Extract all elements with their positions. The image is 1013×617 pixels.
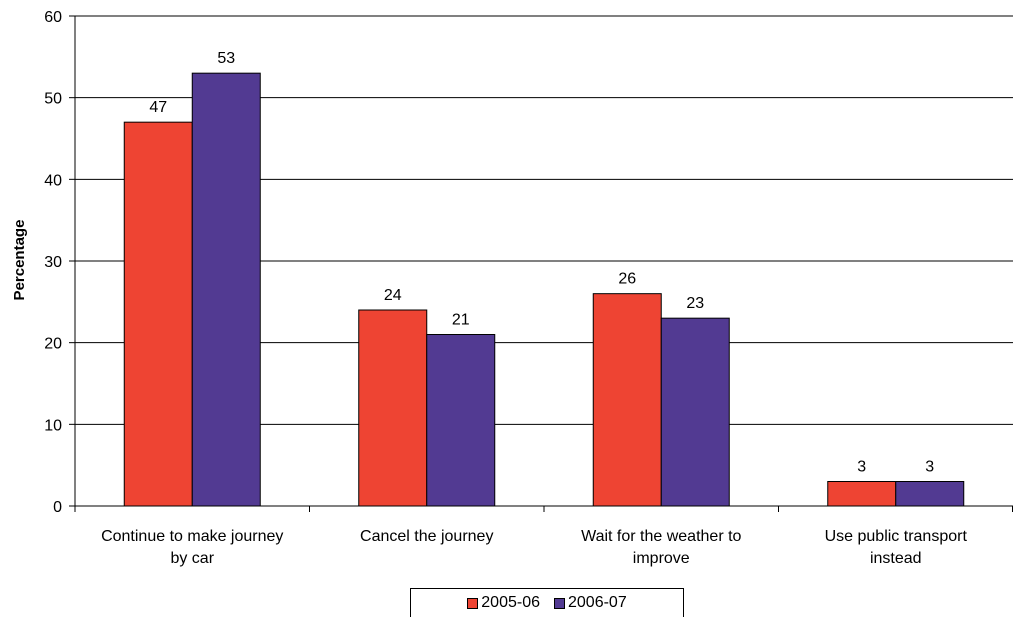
axes: [69, 15, 1013, 512]
legend: 2005-06 2006-07: [410, 588, 684, 617]
legend-swatch-2006-07: [554, 597, 565, 609]
y-tick-label: 30: [44, 254, 62, 271]
legend-swatch-2005-06: [467, 597, 479, 609]
x-category-label: Wait for the weather to improve: [581, 528, 741, 567]
bar-2005-06-3: [827, 481, 897, 507]
bars: [123, 72, 965, 507]
y-tick-label: 50: [44, 91, 62, 108]
data-label: 53: [217, 50, 235, 67]
bar-2006-07-0: [191, 72, 261, 507]
y-tick-label: 20: [44, 336, 62, 353]
bar-2005-06-1: [358, 309, 428, 507]
data-label: 3: [925, 459, 934, 476]
labels: 0 10 20 30 40 50 60 47 24 26 3 53 21 23 3 Continue to m…: [44, 9, 967, 567]
legend-label-2006-07: 2006-07: [568, 594, 627, 611]
bar-2005-06-2: [592, 293, 662, 507]
y-tick-label: 40: [44, 172, 62, 189]
y-tick-label: 10: [44, 417, 62, 434]
data-label: 23: [686, 295, 704, 312]
data-label: 21: [452, 312, 470, 329]
y-axis-title: Percentage: [11, 220, 28, 301]
legend-item-2006-07: 2006-07: [554, 594, 627, 612]
legend-label-2005-06: 2005-06: [481, 594, 540, 611]
x-category-label: Cancel the journey: [360, 528, 493, 545]
data-label: 24: [384, 287, 402, 304]
data-label: 47: [149, 99, 167, 116]
bar-2005-06-0: [123, 121, 193, 507]
bar-2006-07-2: [660, 317, 730, 507]
data-label: 26: [618, 271, 636, 288]
x-category-label: Continue to make journey by car: [101, 528, 283, 567]
x-category-label: Use public transport instead: [825, 528, 968, 567]
y-tick-label: 0: [53, 499, 62, 516]
bar-2006-07-3: [895, 481, 965, 507]
data-label: 3: [857, 459, 866, 476]
legend-item-2005-06: 2005-06: [467, 594, 540, 612]
bar-chart: 0 10 20 30 40 50 60 47 24 26 3 53 21 23 3 Continue to m…: [11, 9, 1013, 567]
bar-2006-07-1: [426, 334, 496, 507]
y-tick-label: 60: [44, 9, 62, 26]
